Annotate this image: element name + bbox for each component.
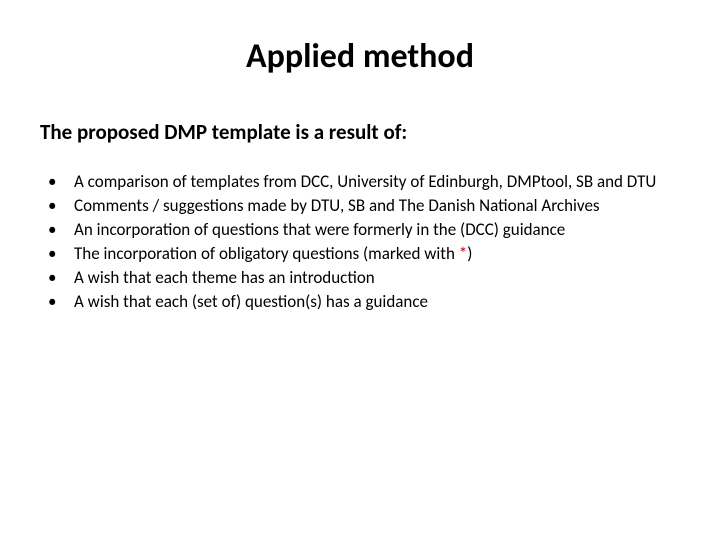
- list-item: A wish that each theme has an introducti…: [40, 267, 680, 289]
- list-item: A comparison of templates from DCC, Univ…: [40, 171, 680, 193]
- slide: Applied method The proposed DMP template…: [0, 0, 720, 540]
- list-item: The incorporation of obligatory question…: [40, 243, 680, 265]
- bullet-text: Comments / suggestions made by DTU, SB a…: [74, 195, 600, 216]
- list-item: Comments / suggestions made by DTU, SB a…: [40, 195, 680, 217]
- asterisk-mark: *: [459, 243, 467, 264]
- list-item: A wish that each (set of) question(s) ha…: [40, 291, 680, 313]
- bullet-text: A comparison of templates from DCC, Univ…: [74, 171, 656, 192]
- bullet-text: A wish that each (set of) question(s) ha…: [74, 291, 428, 312]
- bullet-text-post: ): [467, 243, 472, 264]
- bullet-text: A wish that each theme has an introducti…: [74, 267, 375, 288]
- list-item: An incorporation of questions that were …: [40, 219, 680, 241]
- slide-subtitle: The proposed DMP template is a result of…: [40, 119, 680, 145]
- bullet-text-pre: The incorporation of obligatory question…: [74, 243, 459, 264]
- bullet-list: A comparison of templates from DCC, Univ…: [40, 171, 680, 313]
- bullet-text: An incorporation of questions that were …: [74, 219, 565, 240]
- slide-title: Applied method: [40, 36, 680, 77]
